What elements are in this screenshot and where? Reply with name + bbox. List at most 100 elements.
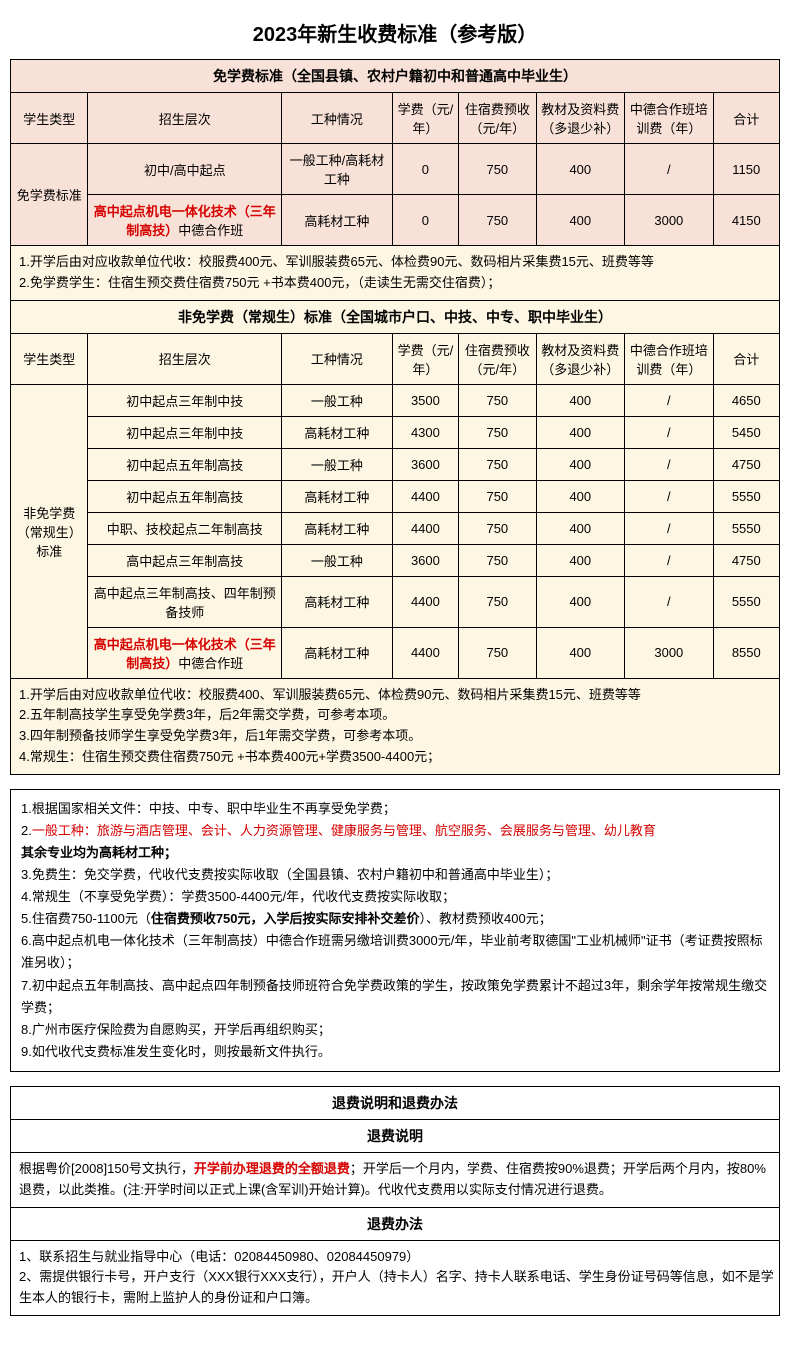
note-line: 8.广州市医疗保险费为自愿购买，开学后再组织购买；: [21, 1019, 769, 1041]
cell: 一般工种/高耗材工种: [282, 144, 393, 195]
row-label: 非免学费（常规生）标准: [11, 384, 88, 678]
refund-desc-a: 根据粤价[2008]150号文执行，: [19, 1161, 194, 1176]
note-suffix: ）、教材费预收400元；: [420, 911, 552, 926]
cell: 4300: [392, 416, 458, 448]
cell: 4400: [392, 512, 458, 544]
col-header: 招生层次: [88, 93, 282, 144]
cell: 4750: [713, 448, 779, 480]
cell: 5550: [713, 576, 779, 627]
table-row: 高中起点机电一体化技术（三年制高技）中德合作班 高耗材工种 4400 750 4…: [11, 627, 780, 678]
cell: 750: [459, 144, 536, 195]
cell: 高耗材工种: [282, 195, 393, 246]
cell: 高耗材工种: [282, 512, 393, 544]
note-prefix: 2.: [21, 823, 32, 838]
cell: 高耗材工种: [282, 627, 393, 678]
refund-method-title: 退费办法: [11, 1207, 780, 1240]
table-row: 高中起点三年制高技、四年制预备技师 高耗材工种 4400 750 400 / 5…: [11, 576, 780, 627]
refund-method: 1、联系招生与就业指导中心（电话：02084450980、02084450979…: [11, 1240, 780, 1315]
table-row: 初中起点五年制高技 一般工种 3600 750 400 / 4750: [11, 448, 780, 480]
cell: 750: [459, 627, 536, 678]
cell: 400: [536, 480, 625, 512]
note-line: 6.高中起点机电一体化技术（三年制高技）中德合作班需另缴培训费3000元/年，毕…: [21, 930, 769, 974]
note-prefix: 5.住宿费750-1100元（: [21, 911, 151, 926]
note-red: 一般工种：旅游与酒店管理、会计、人力资源管理、健康服务与管理、航空服务、会展服务…: [32, 823, 656, 838]
cell: 750: [459, 195, 536, 246]
cell: 400: [536, 544, 625, 576]
cell: 4400: [392, 576, 458, 627]
cell: 8550: [713, 627, 779, 678]
cell: 一般工种: [282, 384, 393, 416]
row-label: 免学费标准: [11, 144, 88, 246]
cell: 4750: [713, 544, 779, 576]
section2-col-header: 学生类型 招生层次 工种情况 学费（元/年） 住宿费预收（元/年） 教材及资料费…: [11, 333, 780, 384]
cell: 高中起点三年制高技、四年制预备技师: [88, 576, 282, 627]
cell: 一般工种: [282, 448, 393, 480]
cell: 4150: [713, 195, 779, 246]
cell: 3000: [625, 195, 714, 246]
section2-notes: 1.开学后由对应收款单位代收：校服费400、军训服装费65元、体检费90元、数码…: [11, 678, 780, 774]
cell: 5550: [713, 480, 779, 512]
cell: 750: [459, 544, 536, 576]
cell: 高耗材工种: [282, 480, 393, 512]
cell: 750: [459, 512, 536, 544]
cell: 400: [536, 576, 625, 627]
section1-notes: 1.开学后由对应收款单位代收：校服费400元、军训服装费65元、体检费90元、数…: [11, 246, 780, 301]
col-header: 学费（元/年）: [392, 93, 458, 144]
note-line: 1.根据国家相关文件：中技、中专、职中毕业生不再享受免学费；: [21, 798, 769, 820]
col-header: 合计: [713, 93, 779, 144]
cell: 400: [536, 144, 625, 195]
cell: 4650: [713, 384, 779, 416]
table-row: 初中起点三年制中技 高耗材工种 4300 750 400 / 5450: [11, 416, 780, 448]
note-bold: 住宿费预收750元，入学后按实际安排补交差价: [151, 911, 420, 926]
cell: 5550: [713, 512, 779, 544]
table-row: 高中起点三年制高技 一般工种 3600 750 400 / 4750: [11, 544, 780, 576]
cell: 0: [392, 195, 458, 246]
cell: 750: [459, 416, 536, 448]
refund-subtitle: 退费说明: [11, 1119, 780, 1152]
cell: 4400: [392, 480, 458, 512]
section1-col-header: 学生类型 招生层次 工种情况 学费（元/年） 住宿费预收（元/年） 教材及资料费…: [11, 93, 780, 144]
refund-desc-red: 开学前办理退费的全额退费: [194, 1161, 350, 1176]
page-title: 2023年新生收费标准（参考版）: [10, 18, 780, 47]
cell: 400: [536, 195, 625, 246]
note-line-bold: 其余专业均为高耗材工种；: [21, 842, 769, 864]
refund-table: 退费说明和退费办法 退费说明 根据粤价[2008]150号文执行，开学前办理退费…: [10, 1086, 780, 1316]
cell: 400: [536, 512, 625, 544]
general-notes: 1.根据国家相关文件：中技、中专、职中毕业生不再享受免学费； 2.一般工种：旅游…: [10, 789, 780, 1072]
cell: 高中起点机电一体化技术（三年制高技）中德合作班: [88, 195, 282, 246]
note-line: 4.常规生（不享受免学费）：学费3500-4400元/年，代收代支费按实际收取；: [21, 886, 769, 908]
col-header: 工种情况: [282, 333, 393, 384]
cell: 初中/高中起点: [88, 144, 282, 195]
col-header: 学生类型: [11, 333, 88, 384]
note-line: 3.免费生：免交学费，代收代支费按实际收取（全国县镇、农村户籍初中和普通高中毕业…: [21, 864, 769, 886]
cell: 3500: [392, 384, 458, 416]
cell: 3600: [392, 448, 458, 480]
cell: 高中起点三年制高技: [88, 544, 282, 576]
cell: /: [625, 512, 714, 544]
note-line: 7.初中起点五年制高技、高中起点四年制预备技师班符合免学费政策的学生，按政策免学…: [21, 975, 769, 1019]
note-line: 5.住宿费750-1100元（住宿费预收750元，入学后按实际安排补交差价）、教…: [21, 908, 769, 930]
refund-desc: 根据粤价[2008]150号文执行，开学前办理退费的全额退费；开学后一个月内，学…: [11, 1152, 780, 1207]
table-row: 初中起点五年制高技 高耗材工种 4400 750 400 / 5550: [11, 480, 780, 512]
cell: 5450: [713, 416, 779, 448]
cell: 400: [536, 627, 625, 678]
cell: 400: [536, 384, 625, 416]
col-header: 住宿费预收（元/年）: [459, 93, 536, 144]
cell: 0: [392, 144, 458, 195]
cell: 3000: [625, 627, 714, 678]
cell: 750: [459, 480, 536, 512]
col-header: 中德合作班培训费（年）: [625, 93, 714, 144]
col-header: 中德合作班培训费（年）: [625, 333, 714, 384]
cell: /: [625, 544, 714, 576]
table-section1: 免学费标准（全国县镇、农村户籍初中和普通高中毕业生） 学生类型 招生层次 工种情…: [10, 59, 780, 775]
section1-header: 免学费标准（全国县镇、农村户籍初中和普通高中毕业生）: [11, 60, 780, 93]
cell: 400: [536, 448, 625, 480]
col-header: 招生层次: [88, 333, 282, 384]
cell: 750: [459, 576, 536, 627]
cell: 高中起点机电一体化技术（三年制高技）中德合作班: [88, 627, 282, 678]
col-header: 学生类型: [11, 93, 88, 144]
col-header: 合计: [713, 333, 779, 384]
cell: 750: [459, 384, 536, 416]
cell: 一般工种: [282, 544, 393, 576]
cell: 1150: [713, 144, 779, 195]
